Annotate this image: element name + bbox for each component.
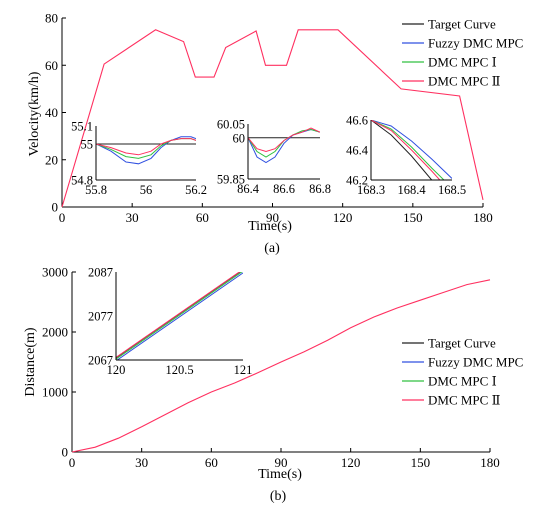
x-tick-label: 30: [126, 210, 139, 225]
inset-background: [248, 124, 320, 179]
inset-series: [371, 120, 452, 180]
x-tick-label: 0: [69, 455, 76, 470]
x-tick-label: 150: [403, 210, 423, 225]
panel-label-a: (a): [264, 241, 280, 256]
velocity-axes: 0 30 60 90 120 150 180 0 20 40 60 80: [45, 11, 493, 226]
y-tick-label: 3000: [42, 265, 68, 280]
velocity-xlabel: Time(s): [248, 219, 292, 234]
inset-line: [96, 136, 196, 165]
inset-y-tick-label: 2087: [88, 266, 113, 280]
inset-plot: 120 120.5 121 2067 2077 2087: [88, 266, 252, 378]
inset-y-tick-label: 55.1: [71, 120, 93, 134]
inset-x-tick-label: 55.8: [85, 183, 107, 197]
inset-y-tick-label: 46.6: [346, 114, 368, 128]
velocity-chart: 0 30 60 90 120 150 180 0 20 40 60 80 55.8 56 56.2 54.8…: [27, 11, 523, 257]
legend-label: DMC MPC Ⅰ: [428, 55, 497, 70]
inset-plot: 168.3 168.4 168.5 46.2 46.4 46.6: [346, 114, 466, 198]
inset-line: [248, 127, 320, 153]
velocity-legend: Target Curve Fuzzy DMC MPC DMC MPC Ⅰ DMC MP…: [402, 17, 523, 89]
y-tick-label: 80: [45, 11, 58, 26]
velocity-ylabel: Velocity(km/h): [27, 71, 42, 156]
y-tick-label: 2000: [42, 325, 68, 340]
series-line: [61, 29, 484, 208]
inset-x-tick-label: 86.4: [237, 182, 260, 196]
x-tick-label: 60: [196, 210, 209, 225]
x-tick-label: 180: [480, 455, 500, 470]
inset-y-tick-label: 46.2: [346, 174, 368, 188]
inset-x-tick-label: 86.8: [309, 182, 331, 196]
legend-label: Fuzzy DMC MPC: [428, 355, 523, 370]
y-tick-label: 40: [45, 105, 58, 120]
x-tick-label: 120: [333, 210, 353, 225]
legend-label: Target Curve: [428, 336, 496, 351]
y-tick-label: 0: [62, 445, 69, 460]
distance-series: [71, 279, 491, 453]
inset-line: [371, 120, 445, 180]
panel-label-b: (b): [270, 489, 287, 504]
distance-axes: 0 30 60 90 120 150 180 0 1000 2000 3000: [42, 265, 500, 471]
inset-y-tick-label: 54.8: [71, 174, 93, 188]
inset-line: [116, 272, 243, 360]
y-tick-label: 60: [45, 58, 58, 73]
y-tick-label: 0: [52, 200, 59, 215]
x-tick-label: 30: [135, 455, 148, 470]
x-tick-label: 150: [411, 455, 431, 470]
x-tick-label: 60: [205, 455, 218, 470]
inset-line: [116, 272, 243, 360]
inset-x-tick-label: 86.6: [273, 182, 295, 196]
x-tick-label: 90: [275, 455, 288, 470]
inset-x-tick-label: 56.2: [185, 183, 207, 197]
x-tick-label: 90: [266, 210, 279, 225]
legend-label: Target Curve: [428, 17, 496, 32]
x-tick-label: 180: [473, 210, 493, 225]
inset-y-tick-label: 2067: [88, 354, 113, 368]
legend-label: Fuzzy DMC MPC: [428, 36, 523, 51]
inset-line: [371, 120, 452, 179]
velocity-insets: 55.8 56 56.2 54.8 55 55.1 86.4 86.6 86.8 59.85 606…: [71, 114, 466, 198]
velocity-series: [61, 29, 484, 208]
inset-y-tick-label: 60: [233, 131, 246, 145]
inset-series: [96, 136, 196, 165]
legend-label: DMC MPC Ⅱ: [428, 393, 501, 408]
inset-series: [248, 127, 320, 164]
inset-line: [96, 138, 196, 156]
inset-x-tick-label: 121: [234, 363, 253, 377]
inset-x-tick-label: 120: [107, 363, 126, 377]
inset-y-tick-label: 46.4: [346, 144, 369, 158]
inset-x-tick-label: 168.5: [438, 183, 466, 197]
legend-label: DMC MPC Ⅱ: [428, 74, 501, 89]
inset-series: [116, 272, 243, 360]
distance-xlabel: Time(s): [258, 467, 302, 482]
x-tick-label: 0: [59, 210, 66, 225]
y-tick-label: 20: [45, 152, 58, 167]
legend-label: DMC MPC Ⅰ: [428, 374, 497, 389]
distance-ylabel: Distance(m): [23, 327, 38, 397]
inset-x-tick-label: 120.5: [165, 363, 193, 377]
series-line: [71, 279, 491, 453]
inset-background: [116, 272, 243, 360]
inset-line: [371, 120, 433, 180]
distance-legend: Target Curve Fuzzy DMC MPC DMC MPC Ⅰ DMC MP…: [402, 336, 523, 408]
y-tick-label: 1000: [42, 385, 68, 400]
inset-x-tick-label: 168.3: [357, 183, 385, 197]
inset-line: [116, 272, 241, 358]
inset-y-tick-label: 60.05: [217, 118, 245, 132]
inset-y-tick-label: 2077: [88, 310, 113, 324]
inset-y-tick-label: 55: [81, 138, 94, 152]
inset-line: [371, 120, 441, 180]
distance-insets: 120 120.5 121 2067 2077 2087: [88, 266, 252, 378]
inset-y-tick-label: 59.85: [217, 173, 245, 187]
x-tick-label: 120: [341, 455, 361, 470]
inset-plot: 55.8 56 56.2 54.8 55 55.1: [71, 120, 207, 198]
inset-x-tick-label: 56: [140, 183, 153, 197]
inset-x-tick-label: 168.4: [397, 183, 426, 197]
